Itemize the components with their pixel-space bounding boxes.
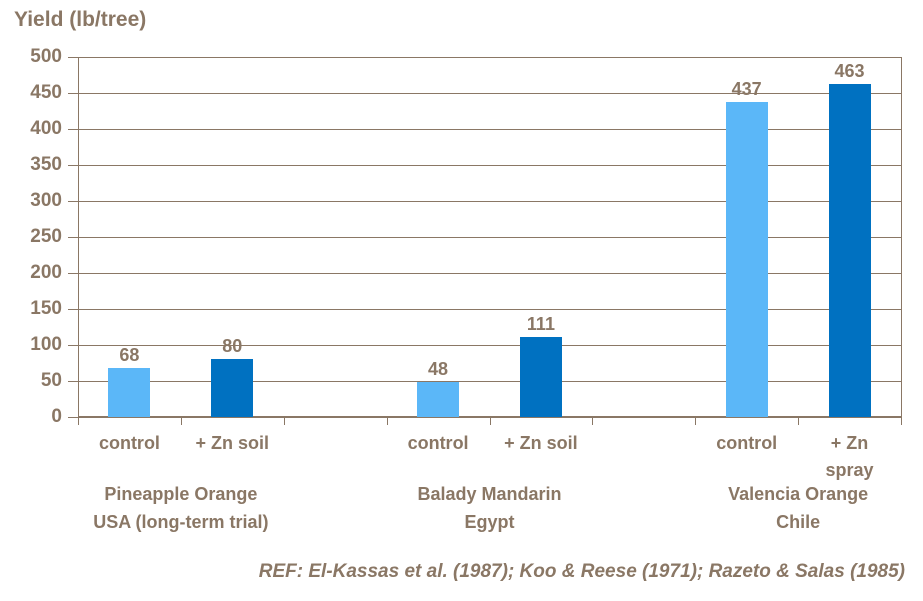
category-label: + Zn spray bbox=[825, 433, 874, 480]
y-axis-tick bbox=[68, 309, 78, 310]
category-label: + Zn soil bbox=[195, 433, 270, 453]
y-axis-tick bbox=[68, 273, 78, 274]
references-footer: REF: El-Kassas et al. (1987); Koo & Rees… bbox=[258, 561, 905, 582]
gridline bbox=[78, 273, 901, 274]
y-axis-tick bbox=[68, 237, 78, 238]
bar-zinc bbox=[519, 337, 562, 417]
y-axis-label: 350 bbox=[30, 154, 62, 175]
y-axis-tick bbox=[68, 381, 78, 382]
gridline bbox=[78, 93, 901, 94]
y-axis-tick bbox=[68, 165, 78, 166]
bar-control bbox=[108, 368, 151, 417]
x-axis-tick bbox=[901, 418, 902, 425]
category-label: control bbox=[716, 433, 778, 453]
chart-title: Yield (lb/tree) bbox=[14, 8, 147, 31]
bar-value-label: 48 bbox=[428, 359, 449, 380]
y-axis-line bbox=[78, 57, 79, 425]
x-axis-tick bbox=[592, 418, 594, 425]
plot-right-border bbox=[901, 57, 902, 425]
x-axis-line bbox=[78, 416, 901, 418]
y-axis-label: 0 bbox=[51, 406, 62, 427]
y-axis-label: 450 bbox=[30, 82, 62, 103]
category-label: + Zn soil bbox=[504, 433, 578, 453]
bar-value-label: 111 bbox=[526, 314, 555, 335]
group-label: Balady Mandarin Egypt bbox=[417, 484, 562, 532]
y-axis-label: 200 bbox=[30, 262, 62, 283]
x-axis-tick bbox=[78, 418, 79, 425]
group-label: Pineapple Orange USA (long-term trial) bbox=[93, 484, 269, 532]
y-axis-label: 400 bbox=[30, 118, 62, 139]
bar-value-label: 463 bbox=[834, 60, 865, 81]
gridline bbox=[78, 345, 901, 346]
x-axis-tick bbox=[798, 418, 800, 425]
y-axis-label: 150 bbox=[30, 298, 62, 319]
y-axis-tick bbox=[68, 201, 78, 202]
gridline bbox=[78, 309, 901, 310]
y-axis-label: 100 bbox=[30, 334, 62, 355]
x-axis-tick bbox=[283, 418, 285, 425]
gridline bbox=[78, 165, 901, 166]
gridline bbox=[78, 201, 901, 202]
category-label: control bbox=[98, 433, 160, 453]
x-axis-tick bbox=[386, 418, 388, 425]
x-axis-tick bbox=[180, 418, 182, 425]
gridline bbox=[78, 237, 901, 238]
bar-control bbox=[725, 102, 768, 417]
y-axis-label: 500 bbox=[30, 46, 62, 67]
plot-area bbox=[78, 57, 901, 417]
bar-value-label: 80 bbox=[222, 336, 243, 357]
gridline bbox=[78, 129, 901, 130]
y-axis-label: 300 bbox=[30, 190, 62, 211]
y-axis-label: 250 bbox=[30, 226, 62, 247]
x-axis-tick bbox=[489, 418, 491, 425]
bar-zinc bbox=[211, 359, 254, 417]
y-axis-tick bbox=[68, 129, 78, 130]
x-axis-tick bbox=[695, 418, 697, 425]
y-axis-tick bbox=[68, 93, 78, 94]
y-axis-tick bbox=[68, 57, 78, 58]
bar-zinc bbox=[828, 83, 871, 417]
bar-value-label: 437 bbox=[731, 79, 762, 100]
category-label: control bbox=[407, 433, 469, 453]
group-label: Valencia Orange Chile bbox=[728, 484, 869, 532]
bar-control bbox=[417, 382, 460, 417]
y-axis-tick bbox=[68, 345, 78, 346]
y-axis-tick bbox=[68, 417, 78, 418]
bar-value-label: 68 bbox=[119, 345, 140, 366]
gridline bbox=[78, 381, 901, 382]
gridline bbox=[78, 57, 901, 58]
y-axis-label: 50 bbox=[40, 370, 62, 391]
